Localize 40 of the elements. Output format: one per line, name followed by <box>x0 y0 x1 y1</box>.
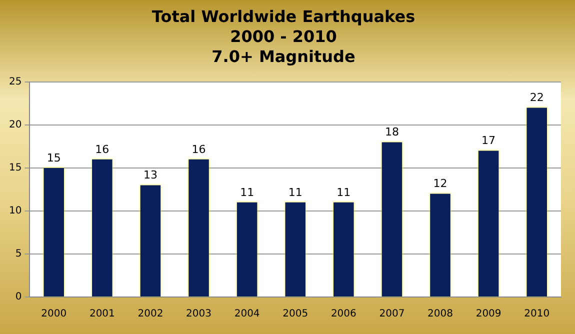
x-tick-label: 2003 <box>186 308 212 320</box>
bar <box>44 168 64 296</box>
chart-title: Total Worldwide Earthquakes 2000 - 2010 7.0+ Magnitude <box>152 7 416 66</box>
x-tick-label: 2006 <box>330 308 356 320</box>
bar <box>382 142 402 296</box>
x-tick-label: 2009 <box>476 308 502 320</box>
x-tick-label: 2010 <box>524 308 550 320</box>
bar <box>140 185 161 296</box>
data-label: 11 <box>288 186 302 199</box>
y-tick-label: 0 <box>15 292 22 303</box>
x-tick-label: 2005 <box>282 308 308 320</box>
data-label: 22 <box>530 91 544 104</box>
data-label: 15 <box>46 151 61 164</box>
x-tick-label: 2001 <box>89 308 115 320</box>
bar <box>430 194 450 296</box>
data-label: 12 <box>433 177 448 190</box>
data-label: 17 <box>482 134 496 148</box>
y-tick-label: 25 <box>8 76 22 88</box>
y-tick-label: 15 <box>8 162 22 174</box>
bar <box>188 159 209 296</box>
data-label: 16 <box>192 142 206 156</box>
bar <box>526 108 547 296</box>
x-tick-label: 2002 <box>138 308 164 320</box>
x-tick-label: 2008 <box>428 308 453 320</box>
bar <box>285 202 306 296</box>
data-label: 13 <box>143 168 158 182</box>
x-tick-label: 2007 <box>379 308 405 320</box>
data-label: 16 <box>95 142 110 156</box>
y-tick-label: 10 <box>8 206 22 217</box>
bar <box>478 150 499 296</box>
y-tick-label: 5 <box>15 248 22 260</box>
bar <box>334 202 354 296</box>
data-label: 11 <box>336 186 351 199</box>
x-tick-label: 2000 <box>41 308 67 320</box>
data-label: 11 <box>240 186 254 199</box>
y-tick-label: 20 <box>8 120 22 131</box>
bar <box>236 202 258 296</box>
bar <box>92 159 112 296</box>
data-label: 18 <box>384 126 399 139</box>
x-tick-label: 2004 <box>234 308 260 320</box>
